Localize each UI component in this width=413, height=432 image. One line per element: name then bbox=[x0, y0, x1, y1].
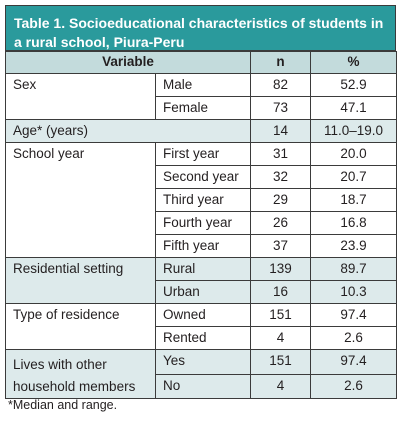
table-row: Lives with other household members Yes 1… bbox=[5, 349, 398, 399]
pct-cell: 2.6 bbox=[310, 373, 398, 399]
cat-cell: No bbox=[154, 373, 252, 399]
n-cell: 26 bbox=[250, 211, 312, 235]
table-row: School year First year 31 20.0 bbox=[5, 142, 398, 258]
n-cell: 82 bbox=[250, 73, 312, 97]
row-label-sex: Sex bbox=[5, 73, 156, 120]
pct-cell: 16.8 bbox=[310, 211, 398, 235]
header-n: n bbox=[250, 51, 312, 74]
cat-cell: Owned bbox=[154, 303, 252, 327]
cat-cell: Yes bbox=[154, 349, 252, 375]
table-row: Age* (years) 14 11.0–19.0 bbox=[4, 119, 398, 143]
pct-cell: 20.0 bbox=[310, 142, 398, 166]
pct-cell: 97.4 bbox=[310, 303, 398, 327]
n-cell: 32 bbox=[250, 165, 312, 189]
n-cell: 14 bbox=[250, 119, 312, 143]
n-cell: 31 bbox=[250, 142, 312, 166]
pct-cell: 47.1 bbox=[310, 96, 398, 120]
table-row: Fifth year 37 23.9 bbox=[6, 234, 398, 258]
table-row: Residential setting Rural 139 89.7 bbox=[5, 257, 398, 304]
table-row: Type of residence Owned 151 97.4 bbox=[5, 303, 398, 350]
pct-cell: 11.0–19.0 bbox=[310, 119, 398, 143]
pct-cell: 52.9 bbox=[310, 73, 398, 97]
pct-cell: 20.7 bbox=[310, 165, 398, 189]
pct-cell: 2.6 bbox=[310, 326, 398, 350]
table-row: Fourth year 26 16.8 bbox=[6, 211, 398, 235]
table-row: Rented 4 2.6 bbox=[6, 326, 398, 350]
row-label-residential-setting: Residential setting bbox=[5, 257, 156, 304]
n-cell: 139 bbox=[250, 257, 312, 281]
row-label-type-of-residence: Type of residence bbox=[5, 303, 156, 350]
n-cell: 4 bbox=[250, 326, 312, 350]
cat-cell: Male bbox=[154, 73, 252, 97]
table-footnote: *Median and range. bbox=[8, 398, 118, 412]
header-variable: Variable bbox=[4, 51, 252, 74]
n-cell: 151 bbox=[250, 349, 312, 375]
n-cell: 4 bbox=[250, 373, 312, 399]
header-pct: % bbox=[310, 51, 398, 74]
pct-cell: 10.3 bbox=[310, 280, 398, 304]
n-cell: 37 bbox=[250, 234, 312, 258]
n-cell: 73 bbox=[250, 96, 312, 120]
cat-cell: First year bbox=[154, 142, 252, 166]
pct-cell: 18.7 bbox=[310, 188, 398, 212]
cat-cell: Rented bbox=[154, 326, 252, 350]
pct-cell: 97.4 bbox=[310, 349, 398, 375]
row-label-age: Age* (years) bbox=[4, 119, 252, 143]
characteristics-table: Variable n % Sex Male 82 52.9 Female 73 … bbox=[4, 51, 398, 399]
table-row: Female 73 47.1 bbox=[6, 96, 398, 120]
cat-cell: Fourth year bbox=[154, 211, 252, 235]
row-label-household: Lives with other household members bbox=[5, 349, 156, 399]
table-row: Second year 32 20.7 bbox=[6, 165, 398, 189]
n-cell: 151 bbox=[250, 303, 312, 327]
pct-cell: 89.7 bbox=[310, 257, 398, 281]
cat-cell: Fifth year bbox=[154, 234, 252, 258]
table-row: Sex Male 82 52.9 bbox=[5, 73, 398, 120]
cat-cell: Second year bbox=[154, 165, 252, 189]
table-title: Table 1. Socioeducational characteristic… bbox=[5, 5, 396, 51]
n-cell: 16 bbox=[250, 280, 312, 304]
cat-cell: Urban bbox=[154, 280, 252, 304]
header-row: Variable n % bbox=[4, 51, 398, 74]
table-row: Third year 29 18.7 bbox=[6, 188, 398, 212]
n-cell: 29 bbox=[250, 188, 312, 212]
row-label-school-year: School year bbox=[5, 142, 156, 258]
pct-cell: 23.9 bbox=[310, 234, 398, 258]
cat-cell: Female bbox=[154, 96, 252, 120]
cat-cell: Rural bbox=[154, 257, 252, 281]
cat-cell: Third year bbox=[154, 188, 252, 212]
